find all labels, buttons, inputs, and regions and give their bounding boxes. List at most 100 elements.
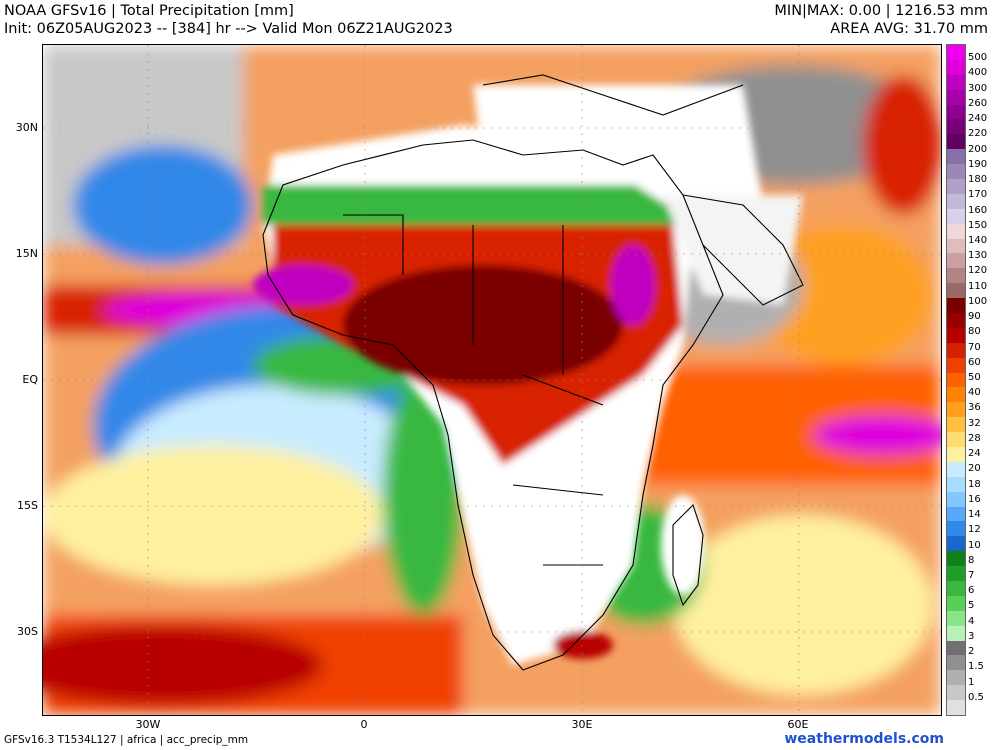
colorbar-cell [947, 59, 965, 76]
precipitation-map[interactable] [42, 44, 942, 716]
colorbar-cell [947, 342, 965, 359]
colorbar-cell [947, 164, 965, 180]
colorbar-label: 3 [968, 630, 975, 642]
colorbar-label: 100 [968, 295, 988, 307]
colorbar-label: 2 [968, 646, 975, 658]
colorbar-label: 130 [968, 250, 988, 262]
colorbar-label: 140 [968, 234, 988, 246]
colorbar-cell [947, 357, 965, 374]
lat-label: 30N [15, 121, 38, 134]
colorbar-label: 200 [968, 143, 988, 155]
colorbar-label: 6 [968, 585, 975, 597]
lon-label: 60E [787, 718, 809, 731]
colorbar-label: 90 [968, 311, 981, 323]
colorbar-cell [947, 268, 965, 284]
colorbar-cell [947, 313, 965, 329]
colorbar-cell [947, 432, 965, 448]
colorbar-label: 24 [968, 448, 981, 460]
colorbar-cell [947, 402, 965, 418]
map-title: NOAA GFSv16 | Total Precipitation [mm] [4, 3, 294, 19]
colorbar-cell [947, 223, 965, 240]
lat-label: 15N [15, 247, 38, 260]
colorbar-label: 50 [968, 372, 981, 383]
colorbar-cell [947, 581, 965, 597]
colorbar-cell [947, 372, 965, 388]
colorbar-label: 20 [968, 463, 981, 475]
colorbar-cell [947, 521, 965, 537]
colorbar-label: 12 [968, 524, 981, 536]
colorbar-label: 110 [968, 280, 988, 292]
colorbar-cell [947, 119, 965, 135]
colorbar-cell [947, 700, 965, 716]
colorbar-label: 1.5 [968, 661, 984, 673]
lat-label: 30S [17, 625, 38, 638]
colorbar-cell [947, 193, 965, 210]
colorbar-label: 60 [968, 356, 981, 368]
colorbar-label: 400 [968, 67, 988, 79]
land-precip [253, 85, 803, 665]
colorbar-cell [947, 447, 965, 463]
colorbar-cell [947, 104, 965, 120]
colorbar-cell [947, 253, 965, 269]
colorbar-label: 240 [968, 113, 988, 125]
colorbar-cell [947, 640, 965, 656]
colorbar-label: 220 [968, 128, 988, 140]
min-max-readout: MIN|MAX: 0.00 | 1216.53 mm [774, 3, 988, 19]
colorbar-label: 70 [968, 341, 981, 353]
colorbar-cell [947, 387, 965, 403]
colorbar-label: 10 [968, 539, 981, 551]
colorbar-cell [947, 134, 965, 150]
colorbar-label: 260 [968, 97, 988, 109]
coastlines [262, 74, 804, 671]
colorbar-cell [947, 417, 965, 433]
colorbar-cell [947, 625, 965, 642]
colorbar-cell [947, 238, 965, 254]
colorbar-cell [947, 283, 965, 299]
colorbar-cell [947, 670, 965, 686]
colorbar-label: 14 [968, 509, 981, 521]
colorbar-cell [947, 179, 965, 195]
colorbar-cell [947, 506, 965, 522]
lon-label: 0 [360, 718, 368, 731]
colorbar-label: 4 [968, 615, 975, 627]
colorbar-label: 150 [968, 219, 988, 231]
colorbar-label: 500 [968, 52, 988, 64]
site-link[interactable]: weathermodels.com [784, 731, 944, 747]
colorbar-label: 160 [968, 204, 988, 216]
colorbar-cell [947, 536, 965, 552]
colorbar-cell [947, 476, 965, 493]
model-info: GFSv16.3 T1534L127 | africa | acc_precip… [4, 734, 249, 746]
colorbar-cell [947, 566, 965, 582]
colorbar-label: 5 [968, 600, 975, 612]
colorbar-cell [947, 208, 965, 225]
colorbar-label: 16 [968, 493, 981, 505]
colorbar-cell [947, 610, 965, 627]
colorbar-cell [947, 461, 965, 478]
lon-label: 30E [571, 718, 593, 731]
colorbar-cell [947, 298, 965, 314]
graticule [43, 45, 941, 715]
colorbar-cell [947, 685, 965, 701]
colorbar-label: 80 [968, 326, 981, 338]
colorbar-label: 190 [968, 158, 988, 170]
colorbar-label: 8 [968, 554, 975, 566]
colorbar-label: 180 [968, 174, 988, 186]
colorbar-label: 170 [968, 189, 988, 201]
colorbar-cell [947, 491, 965, 508]
area-average-readout: AREA AVG: 31.70 mm [830, 21, 988, 37]
colorbar-label: 28 [968, 432, 981, 444]
colorbar-label: 300 [968, 82, 988, 94]
colorbar-label: 120 [968, 265, 988, 277]
colorbar-label: 32 [968, 417, 981, 429]
colorbar-label: 0.5 [968, 691, 984, 703]
lon-label: 30W [135, 718, 161, 731]
colorbar-label: 40 [968, 387, 981, 399]
colorbar-label: 1 [968, 676, 975, 688]
colorbar-cell [947, 595, 965, 612]
colorbar-cell [947, 89, 965, 106]
colorbar-cell [947, 551, 965, 567]
lat-label: 15S [17, 499, 38, 512]
colorbar-cell [947, 74, 965, 91]
colorbar-cell [947, 45, 965, 61]
colorbar-label: 18 [968, 478, 981, 490]
